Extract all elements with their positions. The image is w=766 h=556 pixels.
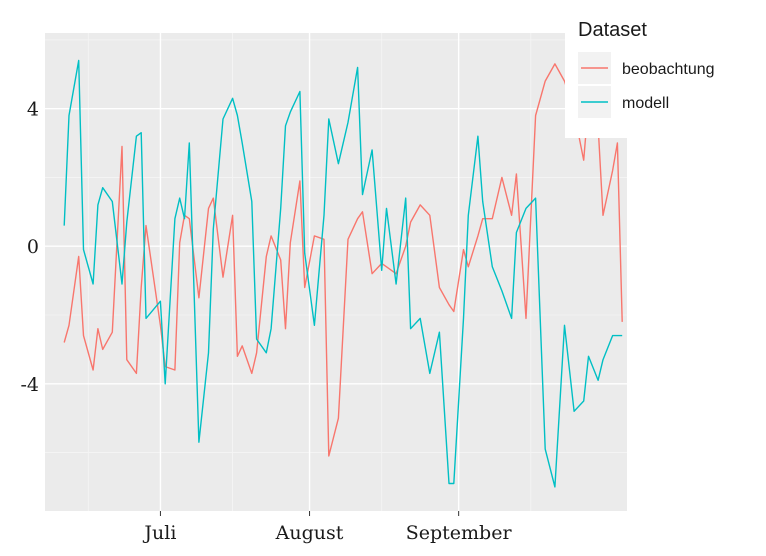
series-line-beobachtung [63,63,623,457]
x-tick-label: Juli [142,522,176,544]
legend-items: beobachtung modell [578,52,715,118]
series-layer [63,59,623,488]
plot-panel [45,33,627,511]
y-tick-label: -4 [20,374,39,396]
y-tick-label: 0 [27,236,39,258]
y-axis-ticks: -4 0 4 [20,99,39,396]
x-axis-ticks: Juli August September [142,511,512,544]
x-tick-label: August [275,522,344,544]
legend-label-beobachtung: beobachtung [622,61,715,78]
y-tick-label: 4 [27,99,39,121]
legend: Dataset beobachtung modell [565,8,766,138]
series-line-modell [63,59,623,488]
x-tick-label: September [406,522,513,544]
legend-label-modell: modell [622,95,669,112]
legend-title: Dataset [578,19,647,41]
